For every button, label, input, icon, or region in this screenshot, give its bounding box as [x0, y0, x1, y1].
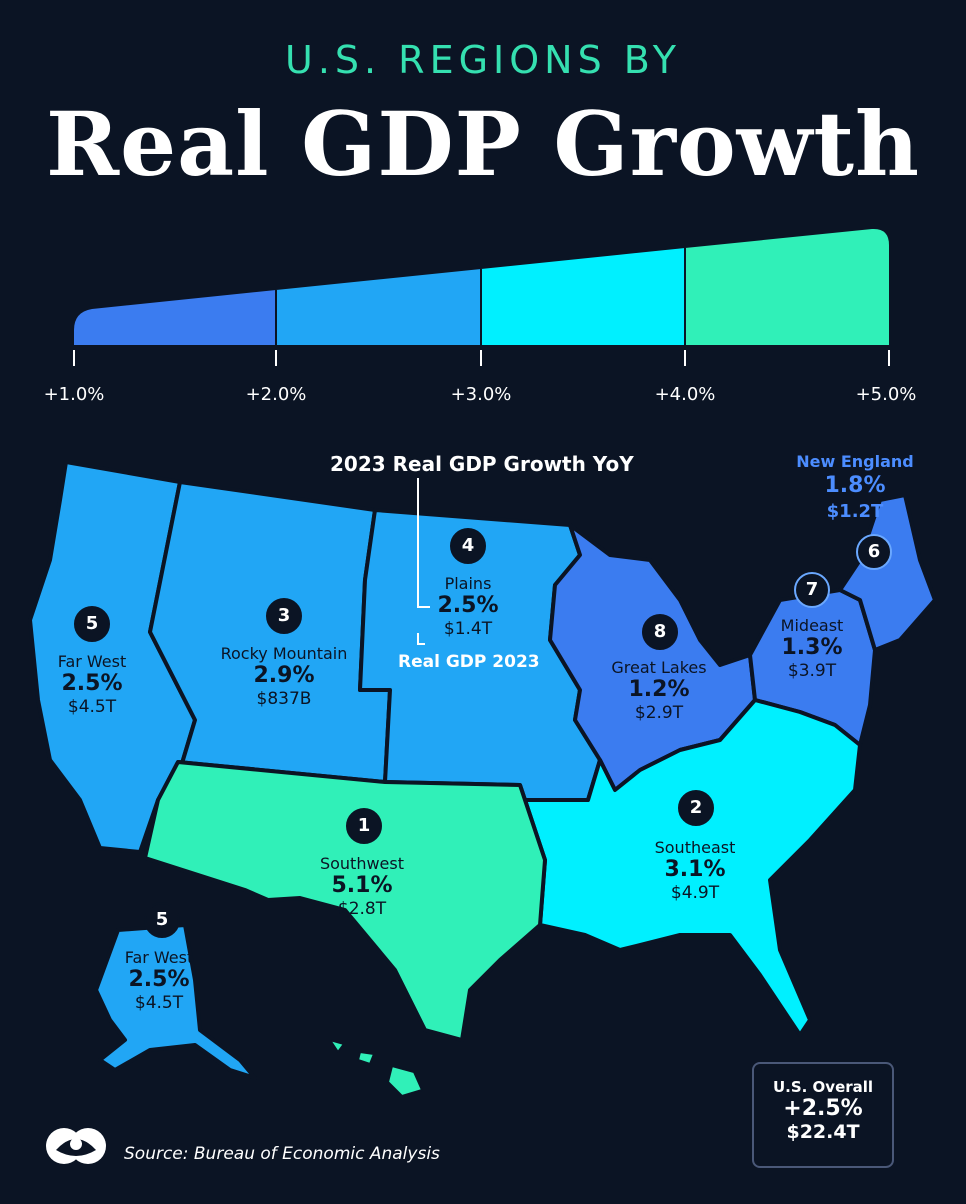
label-great-lakes: Great Lakes 1.2% $2.9T [598, 658, 720, 723]
overall-growth: +2.5% [783, 1096, 863, 1121]
region-gdp: $2.8T [337, 899, 387, 919]
callout-line-real [417, 633, 425, 645]
region-southwest [143, 760, 547, 1042]
overall-gdp: $22.4T [786, 1121, 860, 1143]
region-name: Far West [124, 948, 194, 967]
region-growth: 1.2% [628, 677, 690, 702]
legend-tick-label-5: +5.0% [855, 384, 917, 405]
region-name: Southeast [654, 838, 736, 857]
region-gdp: $1.4T [443, 619, 493, 639]
rank-badge-southwest: 1 [346, 808, 382, 844]
label-southeast: Southeast 3.1% $4.9T [640, 838, 750, 903]
region-name: Far West [57, 652, 127, 671]
label-mideast: Mideast 1.3% $3.9T [766, 616, 858, 681]
overall-label: U.S. Overall [772, 1078, 874, 1096]
region-hawaii [329, 1039, 423, 1097]
region-growth: 3.1% [664, 857, 726, 882]
region-name: Great Lakes [611, 658, 707, 677]
region-growth: 1.8% [824, 473, 886, 498]
legend-tick-label-1: +1.0% [43, 384, 105, 405]
source-credit: Source: Bureau of Economic Analysis [124, 1144, 440, 1164]
rank-badge-alaska: 5 [144, 902, 180, 938]
rank-badge-southeast: 2 [678, 790, 714, 826]
region-gdp: $3.9T [787, 661, 837, 681]
rank-badge-mideast: 7 [794, 572, 830, 608]
publisher-logo-icon [46, 1128, 106, 1164]
rank-badge-plains: 4 [450, 528, 486, 564]
label-far-west: Far West 2.5% $4.5T [30, 652, 154, 717]
region-name: New England [796, 452, 914, 471]
label-alaska: Far West 2.5% $4.5T [110, 948, 208, 1013]
title-line-1: U.S. REGIONS BY [285, 38, 681, 82]
callout-line-growth [417, 478, 430, 608]
region-alaska [94, 923, 257, 1080]
rank-badge-far-west: 5 [74, 606, 110, 642]
region-gdp: $4.9T [670, 883, 720, 903]
rank-badge-great-lakes: 8 [642, 614, 678, 650]
callout-title: 2023 Real GDP Growth YoY [330, 452, 634, 476]
region-gdp: $2.9T [634, 703, 684, 723]
legend-tick-label-2: +2.0% [245, 384, 307, 405]
region-growth: 5.1% [331, 873, 393, 898]
region-name: Southwest [319, 854, 405, 873]
region-growth: 1.3% [781, 635, 843, 660]
region-name: Rocky Mountain [220, 644, 348, 663]
us-overall-box: U.S. Overall +2.5% $22.4T [752, 1062, 894, 1168]
region-rocky-mountain [148, 480, 392, 802]
title-line-2: Real GDP Growth [45, 92, 921, 196]
label-southwest: Southwest 5.1% $2.8T [304, 854, 420, 919]
region-gdp: $837B [256, 689, 312, 709]
legend-segment-2 [276, 269, 481, 345]
region-name: Plains [444, 574, 492, 593]
legend-scale [73, 228, 890, 366]
region-growth: 2.5% [61, 671, 123, 696]
legend-segment-3 [481, 248, 685, 345]
region-gdp: $4.5T [67, 697, 117, 717]
label-new-england: New England 1.8% $1.2T [790, 452, 920, 522]
legend-tick-label-4: +4.0% [654, 384, 716, 405]
region-growth: 2.5% [128, 967, 190, 992]
region-name: Mideast [780, 616, 844, 635]
callout-real-gdp: Real GDP 2023 [398, 652, 540, 672]
region-gdp: $1.2T [826, 501, 884, 522]
rank-badge-new-england: 6 [856, 534, 892, 570]
region-growth: 2.5% [437, 593, 499, 618]
label-rocky-mountain: Rocky Mountain 2.9% $837B [204, 644, 364, 709]
legend-tick-label-3: +3.0% [450, 384, 512, 405]
rank-badge-rocky-mountain: 3 [266, 598, 302, 634]
legend-segment-4 [685, 228, 889, 345]
label-plains: Plains 2.5% $1.4T [420, 574, 516, 639]
legend-segment-1 [74, 290, 276, 345]
region-new-england [838, 493, 937, 652]
region-growth: 2.9% [253, 663, 315, 688]
region-gdp: $4.5T [134, 993, 184, 1013]
